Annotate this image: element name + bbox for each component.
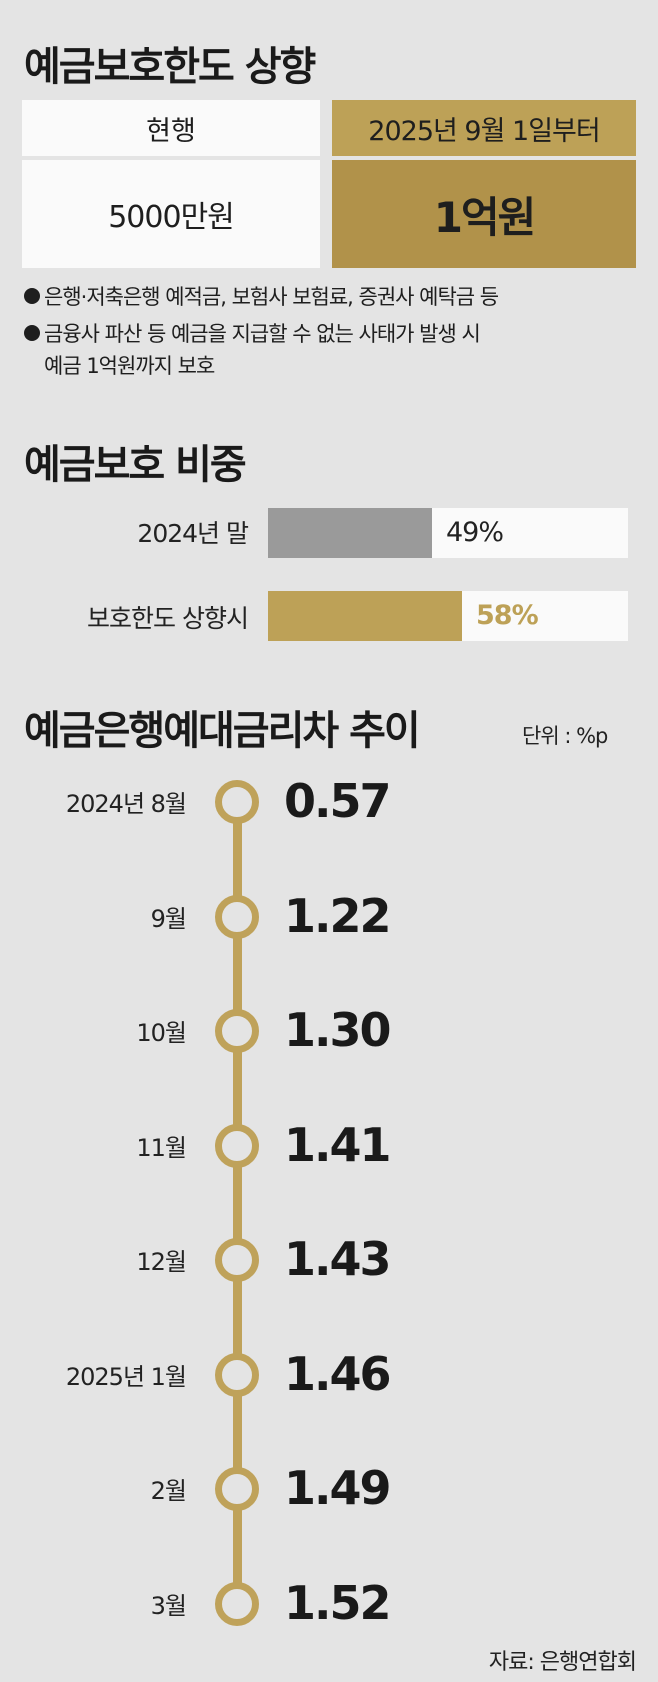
bar-track-2024: 49% xyxy=(268,508,628,558)
timeline-month-label: 9월 xyxy=(150,904,187,933)
timeline-value: 1.41 xyxy=(284,1117,391,1172)
timeline-month-label: 11월 xyxy=(136,1133,187,1162)
section2-title: 예금보호 비중 xyxy=(24,442,247,488)
timeline-line xyxy=(233,800,242,1600)
timeline-value: 1.30 xyxy=(284,1003,391,1057)
section3-title: 예금은행예대금리차 추이 xyxy=(24,708,421,754)
timeline-value: 1.52 xyxy=(284,1575,391,1630)
bar-track-raised: 58% xyxy=(268,591,628,641)
bar-label-raised: 보호한도 상향시 xyxy=(87,604,249,633)
timeline-value: 1.49 xyxy=(284,1461,391,1515)
timeline-node xyxy=(215,894,259,939)
timeline-value: 1.22 xyxy=(284,888,391,943)
note-3-text: 예금 1억원까지 보호 xyxy=(44,354,215,378)
timeline-month-label: 3월 xyxy=(150,1591,187,1620)
bar-value-2024: 49% xyxy=(446,517,504,548)
timeline-month-label: 12월 xyxy=(136,1248,187,1276)
timeline-node xyxy=(215,1009,259,1053)
timeline-node xyxy=(215,1238,259,1282)
timeline-month-label: 2024년 8월 xyxy=(65,790,187,818)
timeline-node xyxy=(215,1123,259,1168)
timeline-value: 0.57 xyxy=(284,774,391,828)
timeline-value: 1.43 xyxy=(284,1232,391,1286)
note-2-continued: 예금 1억원까지 보호 xyxy=(44,350,215,380)
new-header: 2025년 9월 1일부터 xyxy=(332,100,636,156)
note-1-text: 은행·저축은행 예적금, 보험사 보험료, 증권사 예탁금 등 xyxy=(44,285,499,309)
bar-fill-2024 xyxy=(268,508,432,558)
timeline-month-label: 2월 xyxy=(150,1477,187,1505)
current-value: 5000만원 xyxy=(22,160,320,268)
timeline-value: 1.46 xyxy=(284,1346,391,1401)
bar-fill-raised xyxy=(268,591,462,641)
timeline-node xyxy=(215,780,259,824)
timeline-node xyxy=(215,1581,259,1626)
note-2: 금융사 파산 등 예금을 지급할 수 없는 사태가 발생 시 xyxy=(24,318,481,348)
note-1: 은행·저축은행 예적금, 보험사 보험료, 증권사 예탁금 등 xyxy=(24,281,499,311)
section1-title: 예금보호한도 상향 xyxy=(24,44,316,90)
bar-value-raised: 58% xyxy=(476,600,539,631)
source-label: 자료: 은행연합회 xyxy=(488,1650,637,1675)
new-value: 1억원 xyxy=(332,160,636,268)
bar-label-2024: 2024년 말 xyxy=(137,519,249,548)
current-header: 현행 xyxy=(22,100,320,156)
unit-label: 단위 : %p xyxy=(522,724,608,748)
note-2-text: 금융사 파산 등 예금을 지급할 수 없는 사태가 발생 시 xyxy=(44,322,481,346)
timeline-month-label: 2025년 1월 xyxy=(65,1362,187,1391)
bullet-icon xyxy=(24,288,40,304)
timeline-node xyxy=(215,1467,259,1511)
timeline-month-label: 10월 xyxy=(136,1019,187,1047)
timeline-node xyxy=(215,1352,259,1397)
bullet-icon xyxy=(24,325,40,341)
